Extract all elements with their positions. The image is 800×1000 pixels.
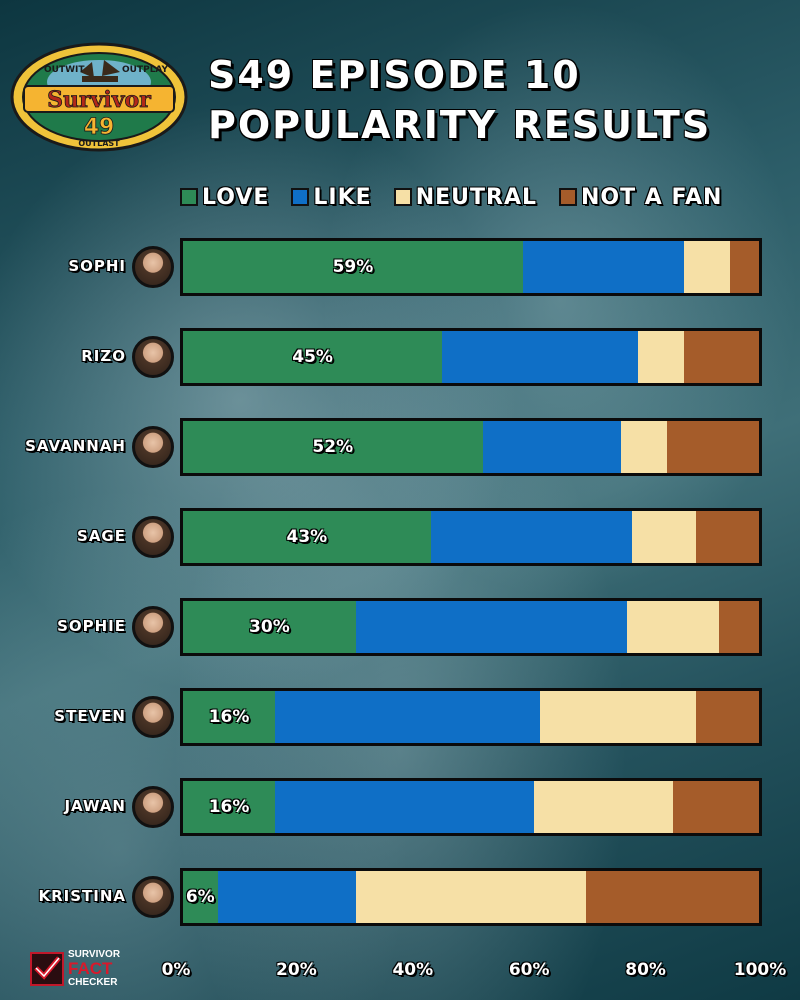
bar-segment-like <box>482 421 621 473</box>
stacked-bar: 6% <box>180 868 762 926</box>
bar-segment-love: 30% <box>183 601 356 653</box>
contestant-avatar <box>132 696 174 738</box>
legend-item: LIKE <box>291 185 371 210</box>
bar-segment-love: 52% <box>183 421 483 473</box>
category-label: RIZO <box>81 347 126 365</box>
bar-segment-neutral <box>355 871 587 923</box>
stacked-bar: 30% <box>180 598 762 656</box>
bar-segment-not-a-fan <box>672 781 759 833</box>
x-tick-label: 40% <box>392 960 434 980</box>
stacked-bar: 16% <box>180 688 762 746</box>
bar-segment-neutral <box>632 511 696 563</box>
title-line-1: S49 EPISODE 10 <box>208 53 581 97</box>
contestant-avatar <box>132 606 174 648</box>
category-label: SOPHI <box>68 257 126 275</box>
x-tick-label: 60% <box>508 960 550 980</box>
watermark-line-1: SURVIVOR <box>68 949 121 960</box>
bar-segment-love: 6% <box>183 871 218 923</box>
data-label: 45% <box>292 347 333 367</box>
data-label: 16% <box>208 797 250 817</box>
bar-segment-love: 45% <box>183 331 443 383</box>
bar-segment-neutral <box>638 331 685 383</box>
bar-segment-like <box>275 691 541 743</box>
x-tick-label: 80% <box>625 960 666 980</box>
data-label: 16% <box>208 707 250 727</box>
data-label: 52% <box>312 437 354 457</box>
logo-season-text: 49 <box>84 115 115 140</box>
data-label: 30% <box>249 617 290 637</box>
legend-label: LIKE <box>313 184 372 210</box>
legend-label: LOVE <box>202 184 270 210</box>
bar-segment-neutral <box>534 781 673 833</box>
stacked-bar: 43% <box>180 508 762 566</box>
contestant-avatar <box>132 336 174 378</box>
survivor-fact-checker-watermark: SURVIVOR FACT CHECKER <box>30 948 140 990</box>
x-tick-label: 0% <box>161 960 191 980</box>
contestant-avatar <box>132 516 174 558</box>
legend-swatch <box>558 188 577 206</box>
category-label: SAGE <box>77 527 126 545</box>
bar-segment-like <box>442 331 639 383</box>
bar-segment-neutral <box>684 241 731 293</box>
legend-label: NEUTRAL <box>415 184 537 210</box>
bar-segment-not-a-fan <box>666 421 759 473</box>
category-label: STEVEN <box>54 707 126 725</box>
stacked-bar: 52% <box>180 418 762 476</box>
stacked-bar: 16% <box>180 778 762 836</box>
stacked-bar: 45% <box>180 328 762 386</box>
bar-segment-love: 59% <box>183 241 523 293</box>
x-tick-label: 100% <box>733 960 787 980</box>
watermark-line-2: FACT <box>68 959 113 978</box>
data-label: 6% <box>185 887 215 907</box>
logo-outlast-text: OUTLAST <box>78 139 120 148</box>
bar-segment-like <box>522 241 685 293</box>
logo-outwit-text: OUTWIT <box>44 65 85 75</box>
legend-item: NEUTRAL <box>393 184 537 210</box>
legend-swatch <box>180 188 198 206</box>
bar-segment-love: 43% <box>183 511 431 563</box>
bar-segment-like <box>217 871 356 923</box>
bar-segment-like <box>430 511 633 563</box>
legend-swatch <box>393 188 412 206</box>
chart-title: S49 EPISODE 10 POPULARITY RESULTS <box>208 50 711 150</box>
bar-segment-not-a-fan <box>730 241 759 293</box>
x-tick-label: 20% <box>276 960 317 980</box>
category-label: JAWAN <box>64 797 126 815</box>
watermark-line-3: CHECKER <box>68 977 118 988</box>
bar-segment-love: 16% <box>183 691 276 743</box>
legend-swatch <box>291 188 310 206</box>
bar-segment-not-a-fan <box>586 871 759 923</box>
contestant-avatar <box>132 876 174 918</box>
checkmark-icon <box>30 952 64 986</box>
bar-segment-neutral <box>620 421 667 473</box>
bar-segment-not-a-fan <box>684 331 759 383</box>
contestant-avatar <box>132 426 174 468</box>
bar-segment-neutral <box>626 601 719 653</box>
bar-segment-not-a-fan <box>695 511 759 563</box>
chart-legend: LOVE LIKE NEUTRAL NOT A FAN <box>180 182 770 212</box>
bar-segment-not-a-fan <box>695 691 759 743</box>
category-label: KRISTINA <box>38 887 126 905</box>
survivor-49-logo: OUTWIT OUTPLAY Survivor 49 OUTLAST <box>10 42 188 152</box>
category-label: SOPHIE <box>57 617 126 635</box>
bar-segment-like <box>355 601 627 653</box>
logo-name-text: Survivor <box>47 87 151 113</box>
data-label: 43% <box>286 527 328 547</box>
legend-label: NOT A FAN <box>580 184 723 210</box>
legend-item: NOT A FAN <box>558 184 723 210</box>
bar-segment-not-a-fan <box>718 601 759 653</box>
legend-item: LOVE <box>180 185 269 210</box>
bar-segment-like <box>275 781 535 833</box>
title-line-2: POPULARITY RESULTS <box>208 103 712 147</box>
data-label: 59% <box>332 257 374 277</box>
logo-outplay-text: OUTPLAY <box>122 65 169 75</box>
bar-segment-neutral <box>540 691 696 743</box>
category-label: SAVANNAH <box>25 437 126 455</box>
stacked-bar: 59% <box>180 238 762 296</box>
contestant-avatar <box>132 246 174 288</box>
bar-segment-love: 16% <box>183 781 276 833</box>
contestant-avatar <box>132 786 174 828</box>
